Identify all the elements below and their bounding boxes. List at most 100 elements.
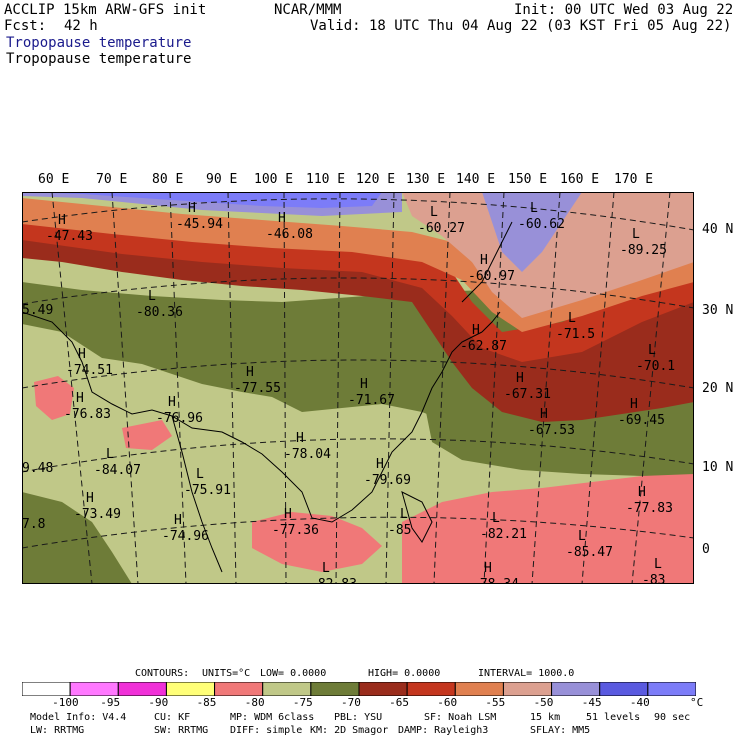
contours-low: LOW= 0.0000 xyxy=(260,668,327,679)
colorbar-swatch xyxy=(551,682,601,696)
colorbar-swatch xyxy=(406,682,456,696)
high-marker: H xyxy=(540,407,548,422)
footer-item: 51 levels xyxy=(586,712,641,723)
high-low-labels: H-47.43H-45.94 H-46.08H-60.97H-62.87H-74.… xyxy=(22,201,675,584)
band-minus80-patch3 xyxy=(122,420,172,450)
org-label: NCAR/MMM xyxy=(274,2,342,18)
high-value: -45.94 xyxy=(176,217,223,232)
low-marker: L xyxy=(196,467,204,482)
forecast-hours: 42 h xyxy=(64,18,98,34)
high-value: -76.96 xyxy=(156,411,203,426)
high-marker: H xyxy=(278,211,286,226)
low-marker: L xyxy=(648,343,656,358)
high-marker: H xyxy=(86,491,94,506)
high-marker: H xyxy=(174,513,182,528)
band-minus80-patch1 xyxy=(252,512,382,572)
colorbar-tick: -90 xyxy=(148,696,169,709)
colorbar-tick: -45 xyxy=(581,696,602,709)
contours-high: HIGH= 0.0000 xyxy=(368,668,441,679)
low-marker: L xyxy=(400,507,408,522)
low-value: -80.36 xyxy=(136,305,183,320)
low-value: -85 xyxy=(388,523,411,538)
colorbar-swatch xyxy=(69,682,119,696)
low-value: -83 xyxy=(642,573,665,584)
footer-item: KM: 2D Smagor xyxy=(310,725,389,736)
footer-item: CU: KF xyxy=(154,712,191,723)
band-minus45-east xyxy=(482,192,582,272)
low-marker: L xyxy=(578,529,586,544)
high-marker: H xyxy=(188,201,196,216)
colorbar-swatch xyxy=(310,682,360,696)
lon-label: 120 E xyxy=(356,172,396,187)
lon-label: 70 E xyxy=(96,172,128,187)
colorbar-swatch xyxy=(599,682,649,696)
colorbar-swatch xyxy=(262,682,312,696)
band-minus70-southwest xyxy=(22,492,132,584)
high-marker: H xyxy=(360,377,368,392)
low-value: -60.62 xyxy=(518,217,565,232)
low-marker: L xyxy=(530,201,538,216)
field-title-shaded: Tropopause temperature xyxy=(6,35,192,51)
high-value: -76.83 xyxy=(64,407,111,422)
footer-item: SW: RRTMG xyxy=(154,725,209,736)
low-marker: L xyxy=(430,205,438,220)
high-marker: H xyxy=(480,253,488,268)
high-marker: H xyxy=(484,561,492,576)
low-marker: L xyxy=(106,447,114,462)
high-value: -79.69 xyxy=(364,473,411,488)
low-value: -71.5 xyxy=(556,327,595,342)
footer-item: MP: WDM 6class xyxy=(230,712,315,723)
low-value: -60.27 xyxy=(418,221,465,236)
footer-item: Model Info: V4.4 xyxy=(30,712,127,723)
low-marker: L xyxy=(632,227,640,242)
lat-label: 10 N xyxy=(702,460,734,475)
colorbar-swatch xyxy=(502,682,553,696)
high-marker: H xyxy=(638,485,646,500)
colorbar-swatch xyxy=(358,682,408,696)
valid-time: Valid: 18 UTC Thu 04 Aug 22 (03 KST Fri … xyxy=(310,18,732,34)
init-time: Init: 00 UTC Wed 03 Aug 22 xyxy=(514,2,734,18)
high-marker: H xyxy=(296,431,304,446)
lon-label: 150 E xyxy=(508,172,548,187)
footer-item: LW: RRTMG xyxy=(30,725,85,736)
high-marker: H xyxy=(246,365,254,380)
colorbar-tick: -95 xyxy=(100,696,121,709)
footer-item: 15 km xyxy=(530,712,561,723)
low-value: -89.25 xyxy=(620,243,667,258)
footer-item: SFLAY: MM5 xyxy=(530,725,591,736)
high-value: -77.36 xyxy=(272,523,319,538)
colorbar xyxy=(22,682,696,696)
colorbar-swatch xyxy=(165,682,216,696)
high-value: -78.34 xyxy=(472,577,519,584)
colorbar-tick: -70 xyxy=(341,696,361,709)
band-minus80-patch2 xyxy=(34,376,74,420)
high-value: -74.51 xyxy=(66,363,113,378)
low-value: -82.83 xyxy=(310,577,357,584)
model-title: ACCLIP 15km ARW-GFS init xyxy=(4,2,207,18)
low-marker: L xyxy=(492,511,500,526)
high-marker: H xyxy=(630,397,638,412)
low-value: -70.1 xyxy=(636,359,675,374)
high-value: -74.96 xyxy=(162,529,209,544)
lat-label: 40 N xyxy=(702,222,734,237)
colorbar-swatch xyxy=(22,682,71,696)
low-value: -84.07 xyxy=(94,463,141,478)
high-value: -69.45 xyxy=(618,413,665,428)
colorbar-tick: -60 xyxy=(437,696,458,709)
high-marker: H xyxy=(168,395,176,410)
lon-label: 170 E xyxy=(614,172,654,187)
high-marker: H xyxy=(78,347,86,362)
colorbar-tick: -50 xyxy=(533,696,554,709)
footer-item: SF: Noah LSM xyxy=(424,712,497,723)
lon-label: 140 E xyxy=(456,172,496,187)
high-value: -67.53 xyxy=(528,423,575,438)
low-value: -82.21 xyxy=(480,527,527,542)
footer-item: DAMP: Rayleigh3 xyxy=(398,725,489,736)
band-minus80-south xyxy=(402,474,694,584)
colorbar-swatch xyxy=(214,682,264,696)
high-marker: H xyxy=(284,507,292,522)
lat-label: 0 xyxy=(702,542,710,557)
band-minus65 xyxy=(22,220,694,422)
low-value: -75.91 xyxy=(184,483,231,498)
colorbar-tick: -65 xyxy=(389,696,410,709)
